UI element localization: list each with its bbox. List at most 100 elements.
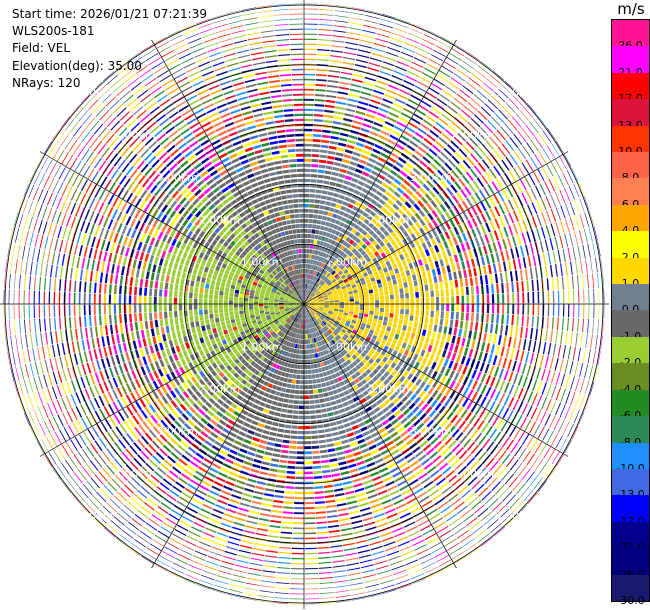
velocity-gate: [235, 333, 241, 339]
velocity-gate: [365, 375, 371, 382]
velocity-gate: [148, 382, 155, 392]
velocity-gate: [268, 355, 274, 361]
velocity-gate: [511, 314, 514, 326]
velocity-gate: [410, 298, 415, 304]
velocity-gate: [358, 312, 364, 317]
velocity-gate: [476, 90, 488, 100]
velocity-gate: [359, 96, 370, 101]
velocity-gate: [338, 295, 344, 299]
velocity-gate: [557, 249, 561, 263]
velocity-gate: [355, 142, 365, 148]
velocity-gate: [305, 319, 308, 324]
velocity-gate: [330, 326, 336, 331]
velocity-gate: [304, 248, 307, 254]
velocity-gate: [56, 465, 66, 478]
velocity-gate: [487, 354, 493, 364]
velocity-gate: [406, 411, 414, 419]
velocity-gate: [412, 539, 425, 547]
velocity-gate: [304, 108, 314, 112]
velocity-gate: [375, 178, 383, 185]
velocity-gate: [288, 342, 292, 347]
velocity-gate: [350, 83, 362, 88]
velocity-gate: [389, 393, 397, 401]
velocity-gate: [405, 103, 416, 110]
velocity-gate: [256, 383, 263, 389]
velocity-gate: [435, 45, 449, 53]
velocity-gate: [304, 178, 311, 183]
velocity-gate: [294, 311, 298, 316]
velocity-gate: [387, 280, 393, 286]
velocity-gate: [319, 149, 328, 154]
velocity-gate: [331, 246, 337, 252]
velocity-gate: [368, 379, 375, 386]
velocity-gate: [319, 316, 325, 320]
velocity-gate: [481, 537, 494, 547]
velocity-gate: [314, 260, 318, 266]
velocity-gate: [219, 386, 226, 394]
velocity-gate: [453, 254, 459, 263]
velocity-gate: [333, 293, 338, 296]
velocity-gate: [406, 188, 414, 196]
velocity-gate: [268, 336, 274, 342]
velocity-gate: [230, 383, 237, 390]
velocity-gate: [288, 319, 292, 325]
velocity-gate: [322, 339, 327, 345]
velocity-gate: [208, 357, 215, 364]
velocity-gate: [345, 320, 351, 325]
velocity-gate: [233, 569, 247, 574]
velocity-gate: [452, 195, 460, 204]
velocity-gate: [461, 200, 469, 210]
velocity-gate: [166, 441, 175, 450]
velocity-gate: [367, 67, 380, 72]
velocity-gate: [144, 447, 153, 457]
velocity-gate: [312, 384, 318, 389]
velocity-gate: [240, 365, 247, 371]
velocity-gate: [206, 471, 217, 478]
velocity-gate: [425, 290, 429, 298]
velocity-gate: [253, 542, 266, 547]
velocity-gate: [372, 475, 382, 482]
velocity-gate: [389, 313, 394, 318]
velocity-gate: [574, 231, 579, 245]
velocity-gate: [227, 327, 233, 333]
velocity-gate: [137, 509, 149, 519]
velocity-gate: [246, 577, 261, 581]
velocity-gate: [399, 512, 411, 519]
velocity-gate: [226, 337, 232, 343]
velocity-gate: [353, 189, 361, 196]
velocity-gate: [217, 398, 224, 406]
velocity-gate: [435, 458, 445, 467]
velocity-gate: [151, 514, 163, 523]
velocity-gate: [382, 386, 389, 394]
velocity-gate: [395, 299, 400, 304]
velocity-gate: [496, 418, 504, 429]
velocity-gate: [295, 306, 300, 310]
velocity-gate: [303, 309, 304, 314]
velocity-gate: [351, 319, 357, 324]
velocity-gate: [426, 508, 438, 517]
velocity-gate: [454, 43, 467, 52]
velocity-gate: [315, 373, 320, 379]
velocity-gate: [337, 315, 343, 319]
velocity-gate: [143, 502, 155, 511]
velocity-gate: [386, 382, 394, 389]
velocity-gate: [288, 331, 292, 336]
velocity-gate: [187, 446, 197, 454]
velocity-gate: [137, 534, 149, 544]
velocity-gate: [573, 304, 575, 318]
velocity-gate: [513, 501, 524, 513]
velocity-gate: [341, 318, 347, 323]
velocity-gate: [221, 445, 231, 452]
velocity-gate: [381, 182, 389, 189]
velocity-gate: [465, 542, 478, 552]
velocity-gate: [81, 466, 91, 478]
velocity-gate: [140, 409, 148, 419]
velocity-gate: [318, 29, 332, 31]
velocity-gate: [316, 521, 327, 524]
velocity-gate: [43, 420, 51, 434]
velocity-gate: [50, 434, 58, 447]
velocity-gate: [466, 304, 470, 313]
velocity-gate: [418, 390, 426, 399]
velocity-gate: [304, 143, 312, 147]
velocity-gate: [437, 444, 446, 453]
